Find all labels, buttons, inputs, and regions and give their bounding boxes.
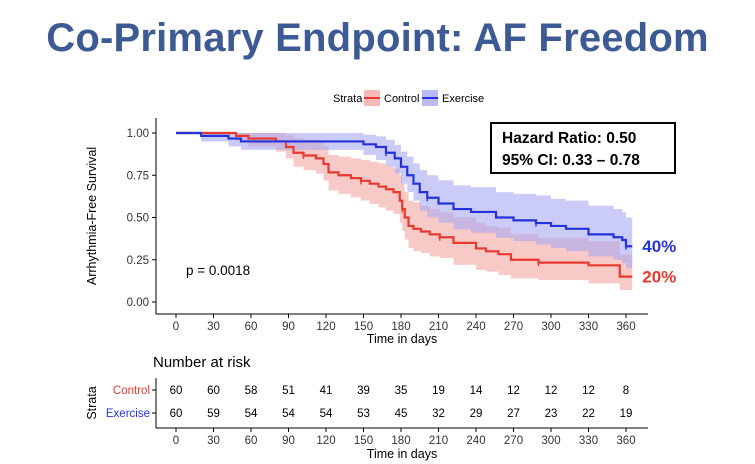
- risk-value-control: 8: [623, 385, 629, 397]
- risk-value-control: 12: [507, 385, 520, 397]
- risk-value-control: 14: [470, 385, 483, 397]
- x-tick-label: 210: [429, 321, 448, 333]
- survival-line-exercise: [176, 131, 633, 248]
- x-tick-label: 60: [245, 321, 258, 333]
- risk-value-exercise: 29: [470, 408, 483, 420]
- risk-x-tick-label: 360: [616, 435, 635, 447]
- risk-x-tick-label: 60: [245, 435, 258, 447]
- risk-x-tick-label: 210: [429, 435, 448, 447]
- hazard-ratio-box: Hazard Ratio: 0.50 95% CI: 0.33 – 0.78: [490, 122, 676, 174]
- risk-row-label-exercise: Exercise: [106, 408, 150, 420]
- risk-value-control: 39: [357, 385, 370, 397]
- risk-x-tick-label: 0: [173, 435, 179, 447]
- risk-x-tick-label: 300: [541, 435, 560, 447]
- risk-x-axis-label: Time in days: [367, 447, 437, 461]
- risk-x-tick-label: 240: [466, 435, 485, 447]
- x-tick-label: 90: [282, 321, 295, 333]
- risk-value-control: 12: [545, 385, 558, 397]
- risk-value-control: 35: [395, 385, 408, 397]
- slide-title: Co-Primary Endpoint: AF Freedom: [46, 16, 709, 60]
- risk-value-control: 51: [282, 385, 295, 397]
- confidence-interval-text: 95% CI: 0.33 – 0.78: [502, 152, 640, 169]
- risk-value-exercise: 54: [282, 408, 295, 420]
- risk-x-tick-label: 180: [391, 435, 410, 447]
- end-label-control: 20%: [642, 268, 676, 287]
- x-tick-label: 270: [504, 321, 523, 333]
- risk-value-control: 60: [170, 385, 183, 397]
- survival-line-control: [176, 131, 633, 278]
- hazard-ratio-text: Hazard Ratio: 0.50: [502, 130, 637, 147]
- p-value-text: p = 0.0018: [186, 263, 250, 278]
- x-tick-label: 30: [207, 321, 220, 333]
- legend-title: Strata: [333, 93, 363, 105]
- y-tick-label: 0.50: [127, 213, 149, 225]
- risk-value-exercise: 45: [395, 408, 408, 420]
- risk-value-control: 58: [245, 385, 258, 397]
- y-axis-label: Arrhythmia-Free Survival: [85, 147, 99, 285]
- risk-value-exercise: 27: [507, 408, 520, 420]
- y-tick-label: 0.00: [127, 297, 149, 309]
- risk-table-title: Number at risk: [153, 354, 251, 371]
- x-tick-label: 150: [354, 321, 373, 333]
- ci-band-exercise: [176, 133, 633, 269]
- risk-y-axis-label: Strata: [85, 386, 99, 419]
- y-tick-label: 0.75: [127, 170, 149, 182]
- y-tick-label: 0.25: [127, 255, 149, 267]
- risk-value-exercise: 23: [545, 408, 558, 420]
- risk-value-exercise: 54: [245, 408, 258, 420]
- x-tick-label: 330: [579, 321, 598, 333]
- risk-row-label-control: Control: [113, 385, 150, 397]
- risk-value-exercise: 59: [207, 408, 220, 420]
- x-tick-label: 300: [541, 321, 560, 333]
- risk-value-exercise: 19: [620, 408, 633, 420]
- legend-label-exercise: Exercise: [442, 93, 484, 105]
- x-tick-label: 360: [616, 321, 635, 333]
- x-tick-label: 120: [316, 321, 335, 333]
- x-axis-label: Time in days: [367, 332, 437, 346]
- risk-value-control: 19: [432, 385, 445, 397]
- y-tick-label: 1.00: [127, 128, 149, 140]
- risk-value-control: 60: [207, 385, 220, 397]
- risk-value-control: 41: [320, 385, 333, 397]
- legend-label-control: Control: [384, 93, 419, 105]
- risk-value-exercise: 32: [432, 408, 445, 420]
- x-tick-label: 180: [391, 321, 410, 333]
- risk-value-exercise: 60: [170, 408, 183, 420]
- risk-x-tick-label: 120: [316, 435, 335, 447]
- risk-x-tick-label: 150: [354, 435, 373, 447]
- risk-value-exercise: 53: [357, 408, 370, 420]
- risk-value-control: 12: [582, 385, 595, 397]
- x-tick-label: 240: [466, 321, 485, 333]
- end-label-exercise: 40%: [642, 237, 676, 256]
- risk-x-tick-label: 330: [579, 435, 598, 447]
- risk-x-tick-label: 90: [282, 435, 295, 447]
- x-tick-label: 0: [173, 321, 179, 333]
- risk-value-exercise: 54: [320, 408, 333, 420]
- risk-value-exercise: 22: [582, 408, 595, 420]
- risk-x-tick-label: 30: [207, 435, 220, 447]
- risk-x-tick-label: 270: [504, 435, 523, 447]
